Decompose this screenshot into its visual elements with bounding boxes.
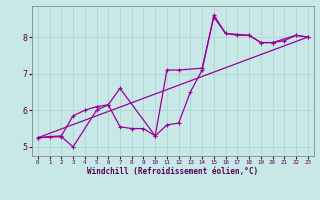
X-axis label: Windchill (Refroidissement éolien,°C): Windchill (Refroidissement éolien,°C) — [87, 167, 258, 176]
